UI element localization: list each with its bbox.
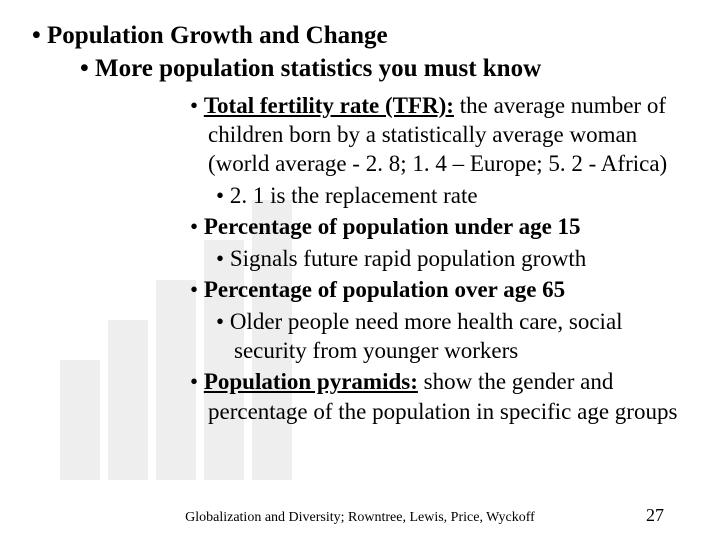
footer-credit: Globalization and Diversity; Rowntree, L… bbox=[0, 510, 720, 526]
term-text: Percentage of population over age 65 bbox=[204, 277, 565, 302]
sub-text: Older people need more health care, soci… bbox=[230, 309, 623, 363]
term-text: Total fertility rate (TFR): bbox=[204, 93, 454, 118]
bullet-l3: • Total fertility rate (TFR): the averag… bbox=[100, 91, 696, 179]
bullet-l3: • Percentage of population under age 15 bbox=[100, 212, 696, 241]
bullet-l3: • Percentage of population over age 65 bbox=[100, 275, 696, 304]
bullet-l1: • Population Growth and Change • More po… bbox=[24, 20, 696, 426]
term-text: Percentage of population under age 15 bbox=[204, 214, 581, 239]
bullet-l4: • Older people need more health care, so… bbox=[100, 307, 696, 366]
sub-text: Signals future rapid population growth bbox=[230, 246, 586, 271]
term-text: Population pyramids: bbox=[204, 369, 418, 394]
sub-text: 2. 1 is the replacement rate bbox=[230, 183, 478, 208]
bullet-l2: • More population statistics you must kn… bbox=[52, 53, 696, 426]
slide-content: • Population Growth and Change • More po… bbox=[0, 0, 720, 426]
l1-text: Population Growth and Change bbox=[47, 22, 388, 49]
bullet-l3: • Population pyramids: show the gender a… bbox=[100, 367, 696, 426]
bullet-l4: • Signals future rapid population growth bbox=[100, 244, 696, 273]
bullet-l4: • 2. 1 is the replacement rate bbox=[100, 181, 696, 210]
footer-page-number: 27 bbox=[646, 505, 664, 526]
l2-text: More population statistics you must know bbox=[95, 55, 541, 82]
